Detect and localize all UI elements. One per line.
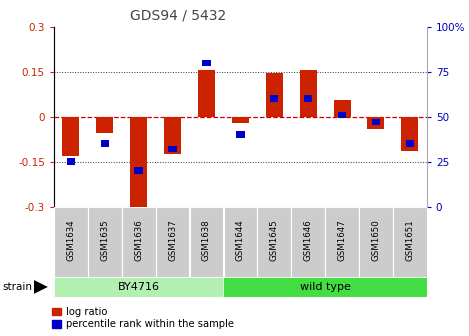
Bar [122,207,156,277]
Bar [168,146,177,153]
Bar [67,158,75,165]
Bar [333,100,350,117]
Text: GDS94 / 5432: GDS94 / 5432 [130,8,227,23]
Bar [232,117,249,123]
Bar [156,207,189,277]
Text: GSM1638: GSM1638 [202,220,211,261]
Bar [236,131,245,138]
Bar [100,140,109,147]
Text: GSM1637: GSM1637 [168,220,177,261]
Bar [266,73,283,117]
Bar [325,207,359,277]
Text: GSM1644: GSM1644 [236,220,245,261]
Text: GSM1635: GSM1635 [100,220,109,261]
Bar [372,119,380,125]
Bar [304,95,312,102]
Text: GSM1647: GSM1647 [338,220,347,261]
Bar [338,112,346,118]
Bar [54,277,223,297]
Text: BY4716: BY4716 [118,282,159,292]
Bar [198,70,215,117]
Text: GSM1636: GSM1636 [134,220,143,261]
Text: GSM1646: GSM1646 [303,220,313,261]
Text: GSM1634: GSM1634 [67,220,76,261]
Text: GSM1651: GSM1651 [405,220,414,261]
Bar [224,207,257,277]
Bar [359,207,393,277]
Bar [291,207,325,277]
Text: GSM1650: GSM1650 [371,220,380,261]
Bar [393,207,427,277]
Bar [202,59,211,66]
Text: wild type: wild type [300,282,350,292]
Text: GSM1645: GSM1645 [270,220,279,261]
Bar [368,117,385,129]
Bar [300,70,317,117]
Polygon shape [34,280,48,294]
Legend: log ratio, percentile rank within the sample: log ratio, percentile rank within the sa… [52,307,234,329]
Bar [257,207,291,277]
Bar [96,117,113,133]
Bar [88,207,121,277]
Bar [135,167,143,174]
Bar [189,207,223,277]
Bar [54,207,88,277]
Bar [62,117,79,156]
Bar [406,140,414,147]
Bar [223,277,427,297]
Bar [164,117,181,154]
Bar [270,95,279,102]
Bar [401,117,418,151]
Text: strain: strain [2,282,32,292]
Bar [130,117,147,207]
